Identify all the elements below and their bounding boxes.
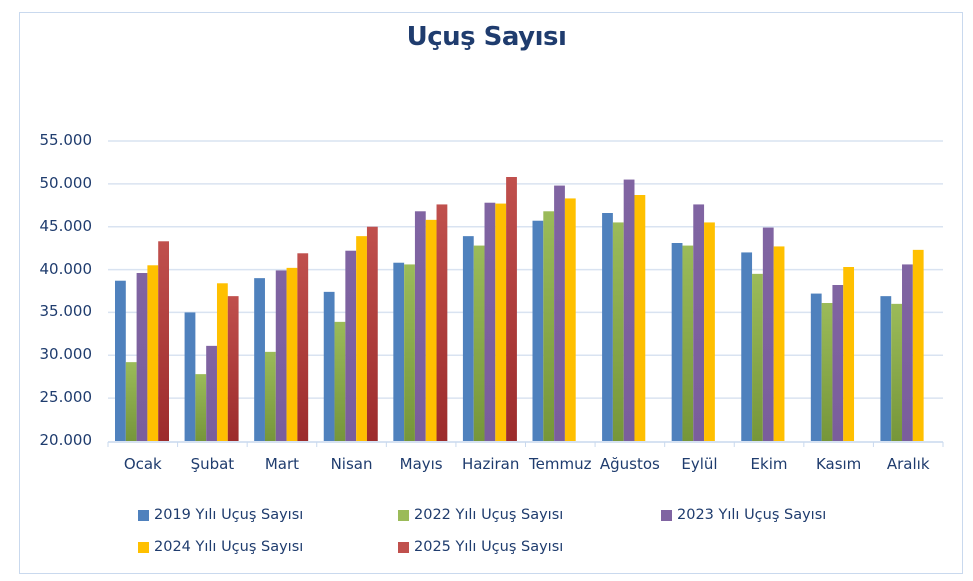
bar — [414, 211, 426, 441]
x-tick-label: Ocak — [123, 455, 162, 473]
legend-item: 2023 Yılı Uçuş Sayısı — [661, 507, 826, 523]
bar — [634, 195, 646, 441]
bar — [832, 285, 844, 441]
legend-label: 2025 Yılı Uçuş Sayısı — [414, 539, 564, 555]
bar — [843, 267, 855, 441]
y-tick-label: 50.000 — [39, 173, 93, 192]
bar — [506, 177, 517, 441]
bar — [275, 270, 287, 441]
bar — [345, 250, 357, 441]
bar — [462, 236, 474, 441]
legend-label: 2023 Yılı Uçuş Sayısı — [677, 507, 827, 523]
bar — [264, 351, 276, 441]
bar — [682, 245, 694, 441]
bar — [495, 203, 507, 441]
bar — [693, 204, 705, 441]
x-tick-label: Mart — [264, 455, 300, 473]
bar — [136, 273, 148, 441]
y-tick-label: 55.000 — [39, 131, 93, 149]
bar — [254, 278, 265, 441]
y-tick-label: 35.000 — [39, 302, 93, 321]
y-tick-label: 25.000 — [39, 388, 93, 407]
bar — [821, 303, 833, 441]
bar — [762, 227, 774, 441]
x-tick-label: Eylül — [681, 455, 718, 473]
legend-item: 2022 Yılı Uçuş Sayısı — [398, 507, 563, 523]
x-tick-label: Nisan — [330, 455, 373, 473]
bar — [334, 321, 346, 441]
x-tick-label: Temmuz — [529, 455, 592, 473]
bar — [356, 236, 367, 441]
legend-item: 2024 Yılı Uçuş Sayısı — [138, 539, 303, 555]
legend-swatch-icon — [138, 509, 149, 521]
bar — [323, 291, 335, 441]
bar — [393, 262, 405, 441]
bar — [404, 264, 415, 441]
bar — [741, 252, 753, 441]
bar — [671, 243, 683, 441]
x-tick-label: Haziran — [462, 455, 520, 473]
bar — [227, 296, 239, 441]
bar — [532, 220, 544, 441]
bar — [195, 374, 207, 441]
x-tick-label: Ağustos — [599, 455, 660, 473]
bar — [436, 204, 448, 441]
bar — [115, 280, 126, 441]
legend-item: 2019 Yılı Uçuş Sayısı — [138, 507, 303, 523]
bar — [206, 345, 217, 441]
bar — [704, 222, 715, 441]
bar — [623, 179, 635, 442]
y-tick-label: 20.000 — [39, 431, 93, 449]
x-tick-label: Şubat — [190, 455, 235, 473]
bar — [902, 264, 913, 441]
bar — [612, 222, 624, 441]
y-tick-label: 30.000 — [39, 345, 93, 364]
bar — [773, 246, 785, 441]
bar — [880, 296, 892, 441]
bar — [891, 303, 903, 441]
bar — [912, 249, 924, 441]
legend-label: 2024 Yılı Uçuş Sayısı — [154, 539, 304, 555]
legend-label: 2022 Yılı Uçuş Sayısı — [414, 507, 564, 523]
bar — [147, 265, 159, 441]
bar — [554, 185, 565, 441]
x-tick-label: Aralık — [886, 455, 930, 473]
bar — [125, 362, 137, 441]
x-tick-label: Mayıs — [399, 455, 443, 473]
y-tick-label: 40.000 — [39, 259, 93, 278]
x-tick-label: Kasım — [815, 455, 862, 473]
bar — [602, 213, 613, 441]
legend-swatch-icon — [661, 509, 672, 521]
bar — [184, 312, 196, 441]
x-tick-label: Ekim — [750, 455, 788, 473]
chart-title: Uçuş Sayısı — [406, 22, 567, 52]
legend-label: 2019 Yılı Uçuş Sayısı — [154, 507, 304, 523]
bar — [425, 219, 437, 441]
bar — [158, 241, 169, 441]
bar — [484, 202, 496, 441]
legend-swatch-icon — [398, 509, 409, 521]
bar — [297, 253, 309, 441]
bar — [286, 267, 298, 441]
bar — [366, 226, 378, 441]
bar — [543, 211, 555, 441]
bar — [752, 273, 763, 441]
legend-swatch-icon — [138, 541, 149, 553]
bar — [473, 245, 485, 441]
bar — [216, 283, 228, 441]
legend-item: 2025 Yılı Uçuş Sayısı — [398, 539, 563, 555]
bar — [810, 293, 822, 441]
bar — [564, 198, 576, 441]
legend-swatch-icon — [398, 541, 409, 553]
y-tick-label: 45.000 — [39, 216, 93, 235]
